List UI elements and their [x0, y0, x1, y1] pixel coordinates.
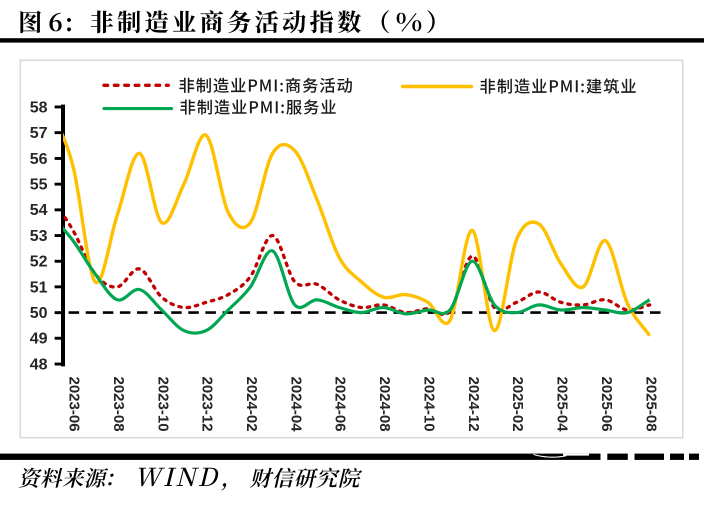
svg-text:51: 51: [30, 279, 48, 296]
svg-text:2025-08: 2025-08: [642, 377, 659, 432]
svg-text:57: 57: [30, 125, 48, 142]
svg-text:2025-06: 2025-06: [598, 377, 615, 432]
svg-text:2023-10: 2023-10: [154, 377, 171, 432]
svg-text:2024-04: 2024-04: [287, 377, 304, 433]
svg-text:54: 54: [30, 202, 48, 219]
svg-text:2024-02: 2024-02: [243, 377, 260, 432]
svg-text:58: 58: [30, 99, 48, 116]
svg-text:49: 49: [30, 331, 48, 348]
svg-text:2024-06: 2024-06: [332, 377, 349, 432]
svg-text:48: 48: [30, 356, 48, 373]
svg-text:56: 56: [30, 151, 48, 168]
svg-text:50: 50: [30, 305, 48, 322]
svg-text:2024-10: 2024-10: [421, 377, 438, 432]
svg-text:2024-12: 2024-12: [465, 377, 482, 432]
svg-text:2024-08: 2024-08: [376, 377, 393, 432]
svg-text:2023-12: 2023-12: [199, 377, 216, 432]
svg-text:2025-02: 2025-02: [509, 377, 526, 432]
svg-text:2023-08: 2023-08: [110, 377, 127, 432]
svg-text:2023-06: 2023-06: [66, 377, 83, 432]
svg-text:55: 55: [30, 177, 48, 194]
svg-text:52: 52: [30, 254, 48, 271]
svg-text:53: 53: [30, 228, 48, 245]
svg-text:2025-04: 2025-04: [554, 377, 571, 433]
